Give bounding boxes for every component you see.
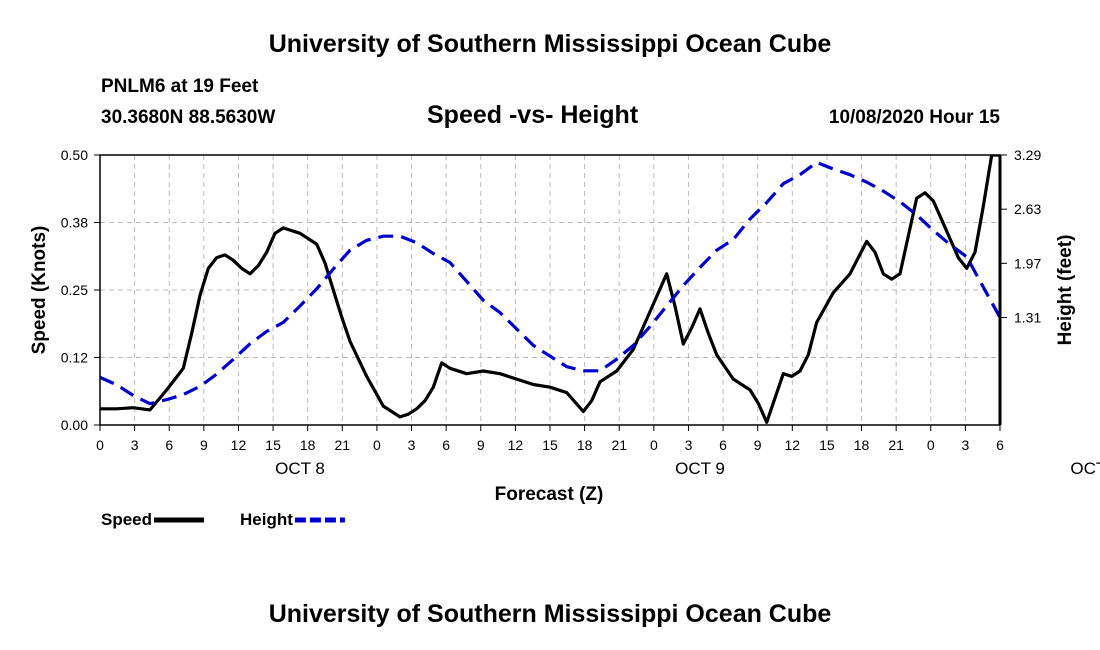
y2-tick-label: 3.29 — [1014, 147, 1041, 163]
series-line-height — [100, 160, 1000, 406]
x-tick-label: 21 — [611, 437, 627, 453]
y2-tick-label: 1.31 — [1014, 309, 1041, 325]
station-label: PNLM6 at 19 Feet — [101, 76, 259, 97]
x-tick-label: 18 — [577, 437, 593, 453]
y-tick-label: 0.00 — [61, 417, 88, 433]
y-tick-label: 0.50 — [61, 147, 88, 163]
forecast-datetime: 10/08/2020 Hour 15 — [828, 107, 1000, 128]
x-tick-label: 0 — [96, 437, 104, 453]
y-tick-label: 0.25 — [61, 282, 88, 298]
x-tick-label: 6 — [165, 437, 173, 453]
y-tick-label: 0.12 — [61, 350, 88, 366]
y2-tick-label: 1.97 — [1014, 255, 1041, 271]
x-tick-label: 3 — [408, 437, 416, 453]
footer-title: University of Southern Mississippi Ocean… — [268, 600, 832, 628]
day-label: OCT 9 — [675, 459, 725, 478]
axis-layer: 0 3 6 9 12 15 18 21 0 3 6 9 12 15 18 21 0 3 6 9 12 15 18 21 0 3 6 0… — [61, 147, 1100, 478]
day-label: OCT 8 — [275, 459, 325, 478]
x-tick-label: 15 — [542, 437, 558, 453]
x-tick-label: 9 — [754, 437, 762, 453]
legend-label-height: Height — [240, 510, 293, 529]
day-label: OCT 10 — [1070, 459, 1100, 478]
legend-label-speed: Speed — [101, 510, 152, 529]
x-tick-label: 18 — [300, 437, 316, 453]
speed-height-chart: 0 3 6 9 12 15 18 21 0 3 6 9 12 15 18 21 0 3 6 9 12 15 18 21 0 3 6 0… — [29, 147, 1100, 529]
x-tick-label: 6 — [996, 437, 1004, 453]
x-tick-label: 12 — [231, 437, 247, 453]
x-tick-label: 9 — [200, 437, 208, 453]
y-tick-label: 0.38 — [61, 215, 88, 231]
page-title: University of Southern Mississippi Ocean… — [268, 30, 832, 58]
y2-tick-label: 2.63 — [1014, 201, 1041, 217]
x-tick-label: 9 — [477, 437, 485, 453]
x-tick-label: 15 — [265, 437, 281, 453]
legend: Speed Height — [101, 510, 345, 529]
x-tick-label: 0 — [650, 437, 658, 453]
x-tick-label: 6 — [442, 437, 450, 453]
y-axis-label: Speed (Knots) — [29, 226, 50, 355]
x-tick-label: 15 — [819, 437, 835, 453]
x-tick-label: 18 — [854, 437, 870, 453]
x-axis-label: Forecast (Z) — [495, 484, 604, 505]
series-line-speed — [100, 155, 1000, 424]
x-tick-label: 0 — [927, 437, 935, 453]
series-layer — [100, 155, 1000, 424]
x-tick-label: 6 — [719, 437, 727, 453]
x-tick-label: 3 — [131, 437, 139, 453]
x-tick-label: 21 — [335, 437, 351, 453]
x-tick-label: 12 — [508, 437, 524, 453]
chart-subtitle: Speed -vs- Height — [427, 101, 639, 129]
coordinates-label: 30.3680N 88.5630W — [101, 107, 276, 128]
grid-layer — [100, 155, 1000, 425]
x-tick-label: 21 — [888, 437, 904, 453]
x-tick-label: 3 — [685, 437, 693, 453]
x-tick-label: 12 — [785, 437, 801, 453]
x-tick-label: 3 — [961, 437, 969, 453]
y2-axis-label: Height (feet) — [1055, 235, 1076, 346]
x-tick-label: 0 — [373, 437, 381, 453]
